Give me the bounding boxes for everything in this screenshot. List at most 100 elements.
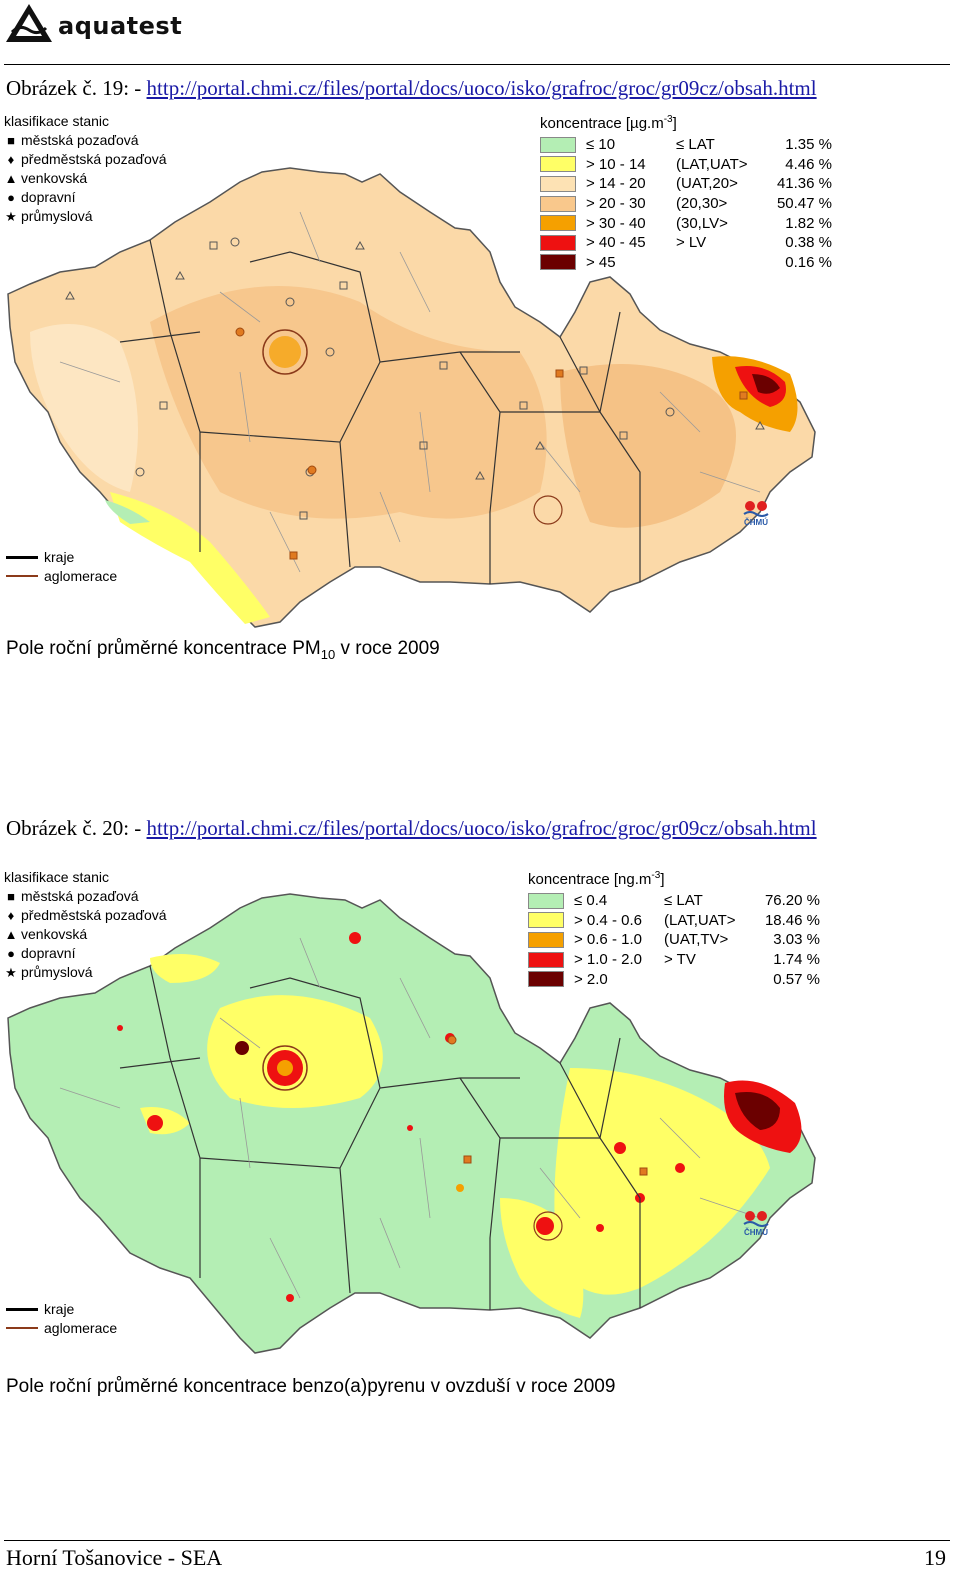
star-icon: ★ — [5, 209, 17, 224]
legend-swatch — [528, 971, 564, 988]
legend-range: ≤ 0.4 — [574, 892, 608, 910]
concentration-row: > 30 - 40 (30,LV> 1.82 % — [540, 213, 832, 233]
legend-kraje: kraje — [6, 1300, 117, 1319]
triangle-icon: ▲ — [4, 927, 18, 942]
concentration-rows: ≤ 10 ≤ LAT 1.35 % > 10 - 14 (LAT,UAT> 4.46 % >… — [540, 135, 832, 272]
legend-traffic: ● dopravní — [4, 944, 167, 963]
triangle-icon: ▲ — [4, 171, 18, 186]
legend-class: > TV — [664, 951, 696, 969]
legend-pct: 18.46 % — [764, 911, 820, 929]
caption-prefix: Obrázek č. 19: - — [6, 76, 147, 100]
concentration-legend: koncentrace [ng.m-3] ≤ 0.4 ≤ LAT 76.20 % > … — [528, 870, 820, 989]
legend-range: > 14 - 20 — [586, 175, 646, 193]
legend-pct: 50.47 % — [776, 195, 832, 213]
legend-industrial: ★ průmyslová — [5, 208, 93, 224]
legend-swatch — [540, 136, 576, 153]
legend-swatch — [528, 892, 564, 909]
legend-class: (30,LV> — [676, 214, 728, 232]
legend-range: > 2.0 — [574, 970, 608, 988]
legend-swatch — [528, 912, 564, 929]
concentration-row: > 14 - 20 (UAT,20> 41.36 % — [540, 174, 832, 194]
concentration-row: > 2.0 0.57 % — [528, 969, 820, 989]
station-legend: klasifikace stanic ■ městská pozaďová ♦ př… — [4, 112, 167, 226]
caption-link[interactable]: http://portal.chmi.cz/files/portal/docs/… — [146, 816, 817, 840]
legend-swatch — [540, 156, 576, 173]
chmu-label: ČHMÚ — [744, 1228, 768, 1237]
caption-prefix: Obrázek č. 20: - — [6, 816, 147, 840]
legend-range: ≤ 10 — [586, 136, 616, 154]
concentration-legend-title: koncentrace [µg.m-3] — [540, 114, 677, 132]
kraje-line-icon — [6, 555, 38, 559]
kraje-line-icon — [6, 1307, 38, 1311]
map-title: Pole roční průměrné koncentrace PM10 v r… — [6, 638, 440, 662]
concentration-rows: ≤ 0.4 ≤ LAT 76.20 % > 0.4 - 0.6 (LAT,UAT> 18.… — [528, 891, 820, 989]
legend-pct: 1.74 % — [773, 951, 820, 969]
circle-icon: ● — [7, 190, 15, 205]
map-title: Pole roční průměrné koncentrace benzo(a)… — [6, 1376, 616, 1397]
chmu-logo: ČHMÚ — [742, 500, 776, 530]
legend-range: > 40 - 45 — [586, 234, 646, 252]
aquatest-logo-icon — [6, 4, 52, 42]
legend-range: > 20 - 30 — [586, 195, 646, 213]
aglomerace-line-icon — [6, 574, 38, 577]
legend-range: > 30 - 40 — [586, 214, 646, 232]
legend-swatch — [540, 234, 576, 251]
legend-class: ≤ LAT — [676, 136, 715, 154]
logo-text: aquatest — [58, 12, 183, 40]
legend-class: (LAT,UAT> — [676, 155, 748, 173]
legend-pct: 4.46 % — [785, 155, 832, 173]
bap-map-graphic — [7, 893, 816, 1354]
concentration-row: > 20 - 30 (20,30> 50.47 % — [540, 194, 832, 214]
aglomerace-line-icon — [6, 1326, 38, 1329]
legend-urban-background: ■ městská pozaďová — [4, 131, 167, 150]
legend-rural: ▲ venkovská — [4, 170, 88, 186]
legend-swatch — [540, 195, 576, 212]
legend-class: (LAT,UAT> — [664, 911, 736, 929]
legend-swatch — [540, 175, 576, 192]
chmu-logo-icon — [743, 1211, 769, 1227]
figure-20-caption: Obrázek č. 20: - http://portal.chmi.cz/f… — [6, 816, 817, 841]
legend-pct: 0.57 % — [773, 970, 820, 988]
legend-range: > 10 - 14 — [586, 155, 646, 173]
concentration-row: > 10 - 14 (LAT,UAT> 4.46 % — [540, 155, 832, 175]
footer-rule — [4, 1540, 950, 1541]
legend-pct: 1.82 % — [785, 214, 832, 232]
square-icon: ■ — [7, 133, 15, 148]
legend-swatch — [540, 254, 576, 271]
legend-class: (UAT,TV> — [664, 931, 729, 949]
legend-rural: ▲ venkovská — [4, 926, 88, 942]
legend-pct: 0.38 % — [785, 234, 832, 252]
figure-20-map: klasifikace stanic ■ městská pozaďová ♦ př… — [0, 868, 960, 1408]
line-legend: kraje aglomerace — [6, 1300, 117, 1338]
concentration-row: ≤ 10 ≤ LAT 1.35 % — [540, 135, 832, 155]
concentration-legend-title: koncentrace [ng.m-3] — [528, 870, 665, 888]
legend-urban-background: ■ městská pozaďová — [4, 887, 167, 906]
chmu-label: ČHMÚ — [744, 518, 768, 527]
diamond-icon: ♦ — [7, 908, 15, 923]
square-icon: ■ — [7, 889, 15, 904]
legend-swatch — [528, 951, 564, 968]
legend-pct: 41.36 % — [776, 175, 832, 193]
station-legend-title: klasifikace stanic — [4, 113, 110, 129]
figure-19-map: klasifikace stanic ■ městská pozaďová ♦ př… — [0, 112, 960, 672]
legend-suburban-background: ♦ předměstská pozaďová — [4, 906, 167, 925]
concentration-row: > 40 - 45 > LV 0.38 % — [540, 233, 832, 253]
legend-range: > 0.4 - 0.6 — [574, 911, 642, 929]
figure-19-caption: Obrázek č. 19: - http://portal.chmi.cz/f… — [6, 76, 817, 101]
caption-link[interactable]: http://portal.chmi.cz/files/portal/docs/… — [146, 76, 817, 100]
legend-range: > 0.6 - 1.0 — [574, 931, 642, 949]
legend-class: (20,30> — [676, 195, 728, 213]
legend-class: ≤ LAT — [664, 892, 703, 910]
station-legend-title: klasifikace stanic — [4, 869, 110, 885]
concentration-legend: koncentrace [µg.m-3] ≤ 10 ≤ LAT 1.35 % > 10… — [540, 114, 832, 272]
concentration-row: > 0.4 - 0.6 (LAT,UAT> 18.46 % — [528, 911, 820, 931]
chmu-logo-icon — [743, 501, 769, 517]
concentration-row: > 0.6 - 1.0 (UAT,TV> 3.03 % — [528, 930, 820, 950]
legend-class: > LV — [676, 234, 707, 252]
legend-pct: 0.16 % — [785, 253, 832, 271]
legend-class: (UAT,20> — [676, 175, 738, 193]
diamond-icon: ♦ — [7, 152, 15, 167]
circle-icon: ● — [7, 946, 15, 961]
legend-swatch — [528, 931, 564, 948]
legend-range: > 1.0 - 2.0 — [574, 951, 642, 969]
